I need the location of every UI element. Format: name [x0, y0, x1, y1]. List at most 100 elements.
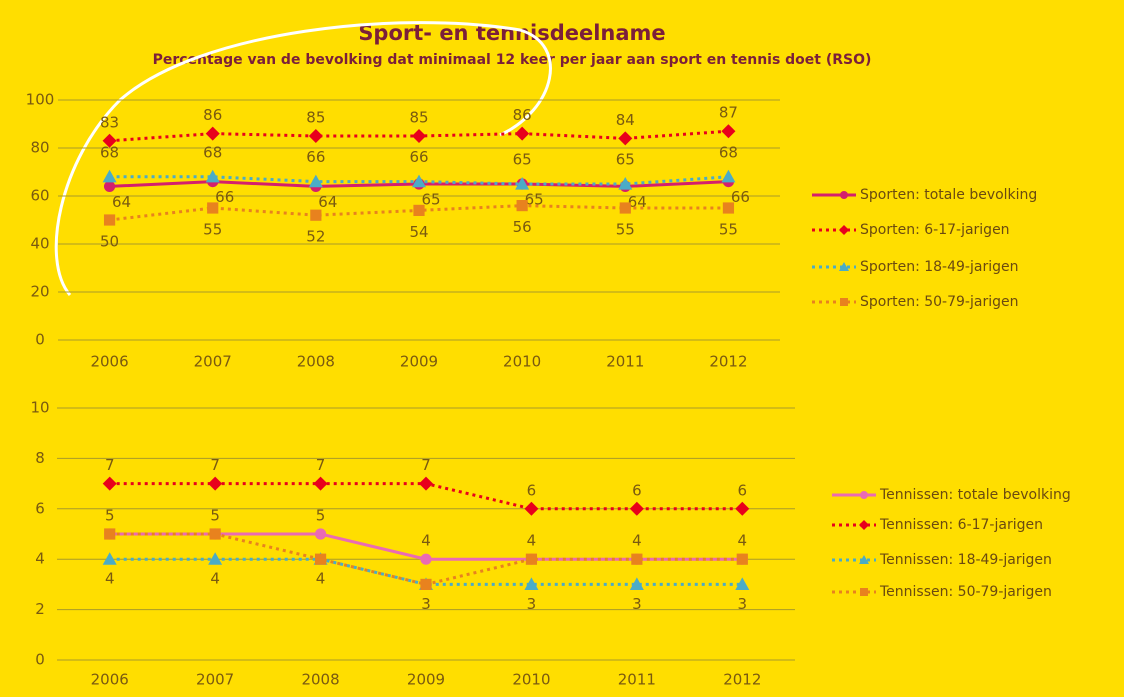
- marker: [104, 214, 115, 225]
- x-tick-label: 2012: [709, 353, 747, 371]
- legend-label: Sporten: 6-17-jarigen: [860, 222, 1010, 238]
- data-label: 86: [203, 106, 222, 124]
- y-tick-label: 40: [30, 235, 49, 253]
- data-label: 4: [738, 532, 748, 550]
- marker: [526, 554, 537, 565]
- data-label: 68: [203, 143, 222, 161]
- data-label: 83: [100, 113, 119, 131]
- x-tick-label: 2009: [407, 671, 445, 689]
- data-label: 5: [105, 507, 115, 525]
- data-label: 56: [513, 218, 532, 236]
- data-label: 6: [632, 481, 642, 499]
- y-tick-label: 0: [35, 331, 45, 349]
- data-label: 3: [421, 595, 431, 613]
- marker: [315, 554, 326, 565]
- legend-label: Tennissen: totale bevolking: [879, 487, 1071, 503]
- y-tick-label: 10: [30, 399, 49, 417]
- x-tick-label: 2008: [297, 353, 335, 371]
- data-label: 3: [738, 595, 748, 613]
- marker: [420, 554, 431, 565]
- data-label: 3: [527, 595, 537, 613]
- data-label: 87: [719, 104, 738, 122]
- x-tick-label: 2006: [91, 671, 129, 689]
- legend-marker: [840, 298, 848, 306]
- x-tick-label: 2010: [503, 353, 541, 371]
- marker: [207, 202, 218, 213]
- y-tick-label: 4: [35, 550, 45, 568]
- data-label: 64: [318, 193, 337, 211]
- y-tick-label: 0: [35, 651, 45, 669]
- data-label: 6: [527, 481, 537, 499]
- y-tick-label: 6: [35, 499, 45, 517]
- data-label: 55: [203, 221, 222, 239]
- x-tick-label: 2011: [606, 353, 644, 371]
- legend-label: Sporten: 50-79-jarigen: [860, 294, 1018, 310]
- legend-marker: [860, 491, 868, 499]
- data-label: 54: [409, 223, 428, 241]
- data-label: 65: [513, 151, 532, 169]
- data-label: 5: [316, 507, 326, 525]
- data-label: 85: [306, 109, 325, 127]
- data-label: 65: [616, 151, 635, 169]
- data-label: 7: [421, 456, 431, 474]
- marker: [315, 528, 326, 539]
- chart-title: Sport- en tennisdeelname: [358, 21, 665, 45]
- data-label: 85: [409, 109, 428, 127]
- chart-subtitle: Percentage van de bevolking dat minimaal…: [153, 52, 872, 68]
- marker: [413, 205, 424, 216]
- data-label: 64: [112, 193, 131, 211]
- data-label: 7: [105, 456, 115, 474]
- data-label: 86: [513, 106, 532, 124]
- y-tick-label: 60: [30, 187, 49, 205]
- data-label: 66: [409, 148, 428, 166]
- marker: [104, 528, 115, 539]
- x-tick-label: 2006: [90, 353, 128, 371]
- marker: [631, 554, 642, 565]
- marker: [420, 579, 431, 590]
- legend-marker: [860, 588, 868, 596]
- chart: Sport- en tennisdeelname Percentage van …: [0, 0, 1124, 697]
- legend-label: Tennissen: 18-49-jarigen: [879, 552, 1052, 568]
- marker: [310, 210, 321, 221]
- data-label: 4: [421, 532, 431, 550]
- marker: [517, 200, 528, 211]
- legend-label: Tennissen: 50-79-jarigen: [879, 584, 1052, 600]
- data-label: 68: [719, 143, 738, 161]
- data-label: 55: [616, 221, 635, 239]
- data-label: 4: [527, 532, 537, 550]
- data-label: 4: [105, 570, 115, 588]
- x-tick-label: 2012: [723, 671, 761, 689]
- x-tick-label: 2011: [618, 671, 656, 689]
- x-tick-label: 2008: [301, 671, 339, 689]
- x-tick-label: 2010: [512, 671, 550, 689]
- data-label: 4: [210, 570, 220, 588]
- marker: [210, 528, 221, 539]
- legend-label: Sporten: 18-49-jarigen: [860, 259, 1018, 275]
- data-label: 4: [316, 570, 326, 588]
- y-tick-label: 100: [26, 91, 55, 109]
- data-label: 3: [632, 595, 642, 613]
- marker: [723, 202, 734, 213]
- data-label: 7: [210, 456, 220, 474]
- legend-marker: [840, 191, 848, 199]
- marker: [620, 202, 631, 213]
- x-tick-label: 2007: [194, 353, 232, 371]
- data-label: 55: [719, 221, 738, 239]
- x-tick-label: 2009: [400, 353, 438, 371]
- y-tick-label: 8: [35, 449, 45, 467]
- data-label: 4: [632, 532, 642, 550]
- data-label: 66: [306, 148, 325, 166]
- legend-label: Sporten: totale bevolking: [860, 187, 1037, 203]
- data-label: 68: [100, 143, 119, 161]
- marker: [737, 554, 748, 565]
- data-label: 7: [316, 456, 326, 474]
- marker: [104, 181, 115, 192]
- data-label: 5: [210, 507, 220, 525]
- data-label: 50: [100, 233, 119, 251]
- y-tick-label: 20: [30, 283, 49, 301]
- legend-label: Tennissen: 6-17-jarigen: [879, 517, 1043, 533]
- x-tick-label: 2007: [196, 671, 234, 689]
- y-tick-label: 80: [30, 139, 49, 157]
- data-label: 52: [306, 228, 325, 246]
- y-tick-label: 2: [35, 600, 45, 618]
